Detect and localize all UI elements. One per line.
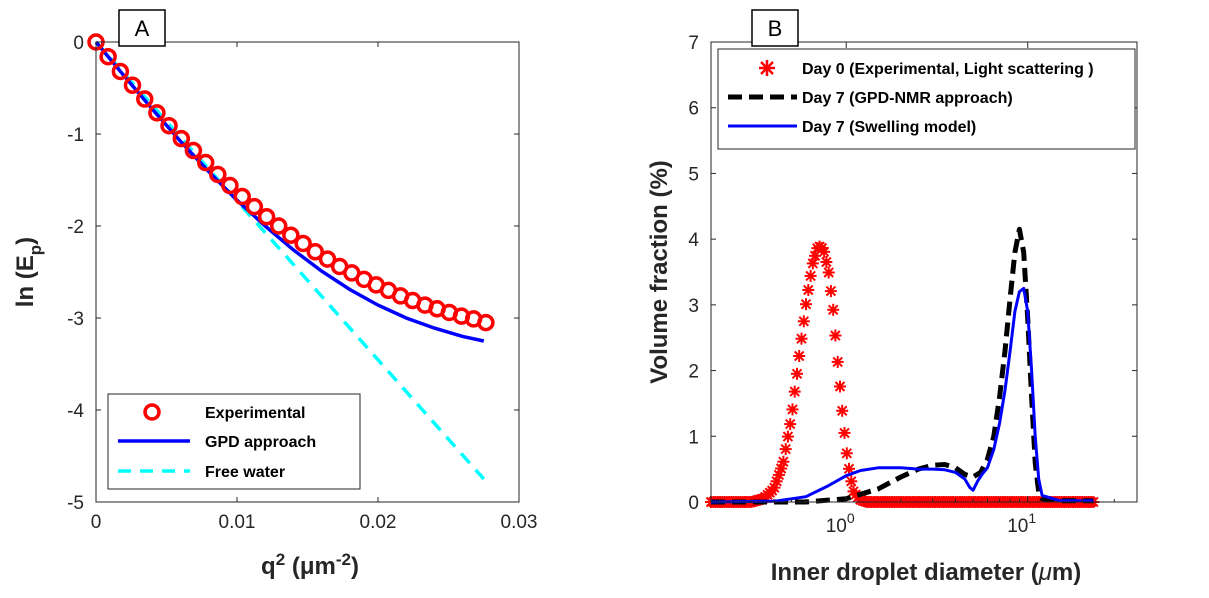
day7-gpd-line	[711, 226, 1094, 505]
experimental-point	[294, 234, 312, 253]
day0-point	[779, 443, 792, 456]
experimental-point	[257, 208, 276, 226]
panel-b-y-tick-label: 1	[688, 427, 699, 448]
experimental-point	[269, 217, 288, 235]
panel-b-axes-frame	[710, 41, 1138, 503]
panel-b-plot-area	[705, 226, 1100, 508]
day0-point	[772, 468, 785, 481]
day0-point	[827, 303, 840, 316]
day0-point	[784, 418, 797, 431]
experimental-point	[196, 153, 215, 172]
experimental-point	[111, 62, 130, 81]
panel-a-x-tick-label: 0.03	[501, 512, 538, 533]
panel-a-ticks: 0 0.01 0.02 0.03 0 -1 -2 -3 -4 -5	[67, 33, 537, 533]
day0-point	[820, 256, 833, 268]
day0-point	[838, 426, 851, 439]
panel-a-x-tick-label: 0.02	[360, 512, 397, 533]
panel-b-y-tick-label: 5	[688, 164, 699, 185]
experimental-point	[245, 197, 264, 216]
legend-day0-label: Day 0 (Experimental, Light scattering )	[802, 61, 1094, 78]
panel-a-tag-box	[118, 9, 166, 47]
day0-point	[818, 245, 831, 258]
panel-a-axes-frame	[95, 41, 520, 503]
day0-point	[834, 380, 846, 393]
experimental-point	[282, 226, 300, 244]
day0-point	[793, 350, 806, 362]
experimental-point	[99, 47, 117, 66]
panel-a-y-tick-label: 0	[73, 33, 84, 54]
panel-a-x-tick-label: 0.01	[219, 512, 256, 533]
day0-point	[788, 385, 801, 398]
day7-swelling-line	[710, 286, 1094, 504]
legend-day7-gpd-label: Day 7 (GPD-NMR approach)	[802, 90, 1013, 107]
free-water-line	[94, 40, 486, 481]
panel-a-plot-area	[87, 33, 495, 481]
experimental-point	[306, 243, 325, 261]
panel-b-x-axis-label: Inner droplet diameter (μm)	[771, 559, 1082, 586]
experimental-point	[136, 90, 154, 108]
panel-a-y-tick-label: -4	[67, 401, 84, 422]
panel-b-y-tick-label: 4	[688, 230, 699, 251]
day0-point	[791, 367, 803, 380]
panel-a-y-tick-label: -3	[67, 309, 84, 330]
day0-point	[836, 404, 849, 417]
panel-b: 0 1 2 3 4 5 6 7 100 101 Inner droplet diameter (μ…	[646, 9, 1138, 586]
day0-point	[786, 403, 799, 416]
day0-point	[802, 284, 815, 296]
panel-a-x-tick-label: 0	[91, 512, 102, 533]
panel-b-y-tick-label: 6	[688, 99, 699, 120]
legend-experimental-marker	[143, 403, 161, 421]
experimental-point	[172, 129, 191, 148]
experimental-point	[477, 313, 495, 332]
legend-experimental-label: Experimental	[205, 405, 305, 422]
panel-b-y-tick-label: 7	[688, 33, 699, 54]
experimental-point	[318, 250, 337, 268]
panel-a-y-tick-label: -5	[67, 493, 84, 514]
day0-point	[824, 285, 837, 298]
day0-point	[777, 455, 790, 468]
panel-a-legend: Experimental GPD approach Free water	[107, 393, 361, 490]
day0-point	[800, 298, 812, 311]
legend-day0-marker	[759, 60, 775, 76]
experimental-point	[221, 176, 239, 195]
experimental-point	[233, 187, 251, 206]
panel-b-tag-box	[751, 9, 799, 47]
panel-b-legend-box	[717, 48, 1136, 150]
panel-a: 0 0.01 0.02 0.03 0 -1 -2 -3 -4 -5 q2 (μm-2) ln (E…	[12, 9, 537, 580]
day0-point	[845, 475, 858, 488]
experimental-point	[160, 116, 178, 135]
panel-b-y-tick-label: 0	[688, 493, 699, 514]
experimental-point	[209, 165, 227, 184]
experimental-point	[148, 104, 166, 122]
day0-point	[822, 266, 835, 279]
panel-b-legend: Day 0 (Experimental, Light scattering ) …	[717, 48, 1136, 150]
day0-point	[781, 430, 794, 443]
experimental-point	[184, 141, 203, 160]
panel-b-tag: B	[768, 16, 783, 41]
legend-gpd-label: GPD approach	[205, 434, 316, 451]
panel-b-y-axis-label: Volume fraction (%)	[646, 160, 673, 384]
panel-a-y-axis-label: ln (Ep)	[12, 237, 45, 307]
panel-b-x-tick-label: 101	[1007, 510, 1036, 537]
panel-b-x-tick-label: 100	[826, 510, 855, 537]
day0-point	[843, 462, 855, 475]
panel-b-ticks: 0 1 2 3 4 5 6 7 100 101	[688, 33, 1138, 537]
panel-b-y-tick-label: 3	[688, 296, 699, 317]
legend-free-water-label: Free water	[205, 464, 285, 481]
day0-point	[840, 447, 853, 460]
day0-point	[831, 355, 844, 368]
day0-point	[804, 269, 817, 282]
day0-point	[797, 315, 810, 328]
gpd-approach-line	[94, 40, 485, 343]
panel-a-y-tick-label: -1	[67, 125, 84, 146]
day0-point	[829, 329, 842, 342]
experimental-point	[123, 76, 142, 94]
panel-a-x-axis-label: q2 (μm-2)	[261, 550, 359, 580]
panel-b-y-tick-label: 2	[688, 362, 699, 383]
panel-a-y-tick-label: -2	[67, 217, 84, 238]
panel-a-tag: A	[135, 16, 150, 41]
day0-point	[795, 332, 808, 345]
legend-day7-swelling-label: Day 7 (Swelling model)	[802, 119, 976, 136]
